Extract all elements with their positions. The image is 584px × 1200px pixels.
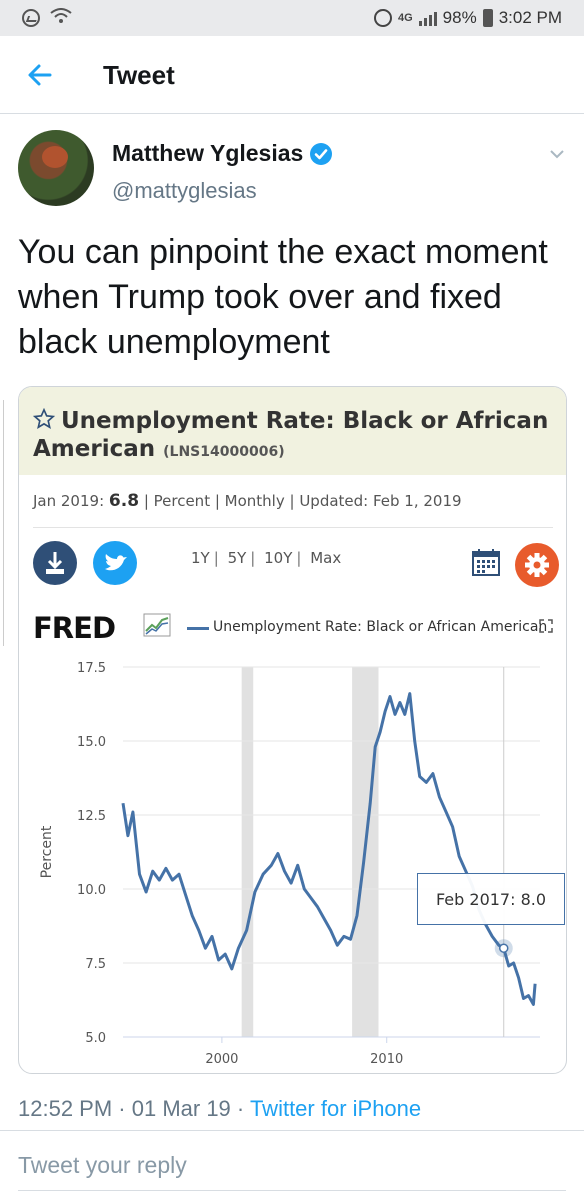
series-line (121, 692, 537, 1006)
meta-details: | Percent | Monthly | Updated: Feb 1, 20… (143, 492, 462, 510)
back-arrow-icon[interactable] (26, 61, 54, 89)
card-title-block: Unemployment Rate: Black or African Amer… (33, 407, 553, 466)
battery-icon (482, 9, 493, 27)
calendar-icon[interactable] (471, 547, 501, 577)
chart-tooltip: Feb 2017: 8.0 (417, 873, 565, 925)
tweet-source-link[interactable]: Twitter for iPhone (249, 1096, 422, 1121)
line-chart: 5.0 7.5 10.0 12.5 15.0 17.5 2000 2010 Percent (39, 661, 540, 1067)
series-meta: Jan 2019: 6.8 | Percent | Monthly | Upda… (33, 491, 462, 511)
latest-label: Jan 2019: (33, 492, 105, 510)
range-1y[interactable]: 1Y (191, 549, 210, 567)
download-button[interactable] (33, 541, 77, 585)
x-tick-label: 2000 (205, 1052, 238, 1067)
author-name: Matthew Yglesias (112, 140, 304, 166)
signal-icon (418, 10, 437, 26)
verified-badge-icon (310, 142, 333, 165)
card-header: Unemployment Rate: Black or African Amer… (19, 387, 566, 475)
date-range-selector: 1Y | 5Y | 10Y | Max (191, 549, 342, 567)
chevron-down-icon[interactable] (549, 146, 565, 162)
gear-icon (525, 553, 549, 577)
download-icon (46, 552, 64, 574)
x-tick-label: 2010 (370, 1052, 403, 1067)
tweet-timestamp: 12:52 PM · 01 Mar 19 · Twitter for iPhon… (18, 1096, 422, 1121)
author-handle[interactable]: @mattyglesias (112, 178, 257, 203)
avatar[interactable] (18, 130, 94, 206)
divider (33, 527, 553, 528)
legend-label: Unemployment Rate: Black or African Amer… (213, 619, 548, 635)
y-tick-label: 15.0 (77, 735, 106, 750)
clock: 3:02 PM (498, 8, 562, 27)
card-title: Unemployment Rate: Black or African Amer… (33, 408, 549, 462)
series-id: (LNS14000006) (163, 444, 285, 460)
y-axis-label: Percent (39, 825, 55, 878)
card-edge (0, 400, 4, 646)
twitter-share-button[interactable] (93, 541, 137, 585)
reply-input[interactable]: Tweet your reply (18, 1152, 187, 1178)
star-icon[interactable] (33, 408, 55, 430)
page-title: Tweet (103, 60, 175, 90)
twitter-bird-icon (105, 554, 127, 571)
wifi-icon (50, 7, 72, 29)
tweet-date: 01 Mar 19 (131, 1096, 231, 1121)
reply-underline (18, 1190, 566, 1191)
alarm-icon (373, 9, 392, 27)
y-tick-label: 5.0 (85, 1031, 106, 1046)
tweet-time: 12:52 PM (18, 1096, 113, 1121)
link-card[interactable]: Unemployment Rate: Black or African Amer… (18, 386, 567, 1074)
recession-band (241, 667, 254, 1037)
fred-logo: FRED (33, 611, 116, 645)
fred-chart-logo-icon (143, 613, 171, 637)
legend-swatch (187, 627, 209, 630)
settings-button[interactable] (515, 543, 559, 587)
author-name-row[interactable]: Matthew Yglesias (112, 140, 333, 167)
divider (0, 1130, 584, 1131)
highlight-point (498, 943, 509, 953)
y-tick-label: 7.5 (85, 957, 106, 972)
app-header: Tweet (0, 36, 584, 114)
status-bar: 4G 98% 3:02 PM (0, 0, 584, 36)
range-10y[interactable]: 10Y (264, 549, 293, 567)
range-5y[interactable]: 5Y (227, 549, 247, 567)
tweet-text: You can pinpoint the exact moment when T… (18, 233, 548, 361)
y-tick-label: 17.5 (77, 661, 106, 676)
latest-value: 6.8 (108, 491, 140, 511)
battery-percent: 98% (442, 8, 477, 27)
y-tick-label: 12.5 (77, 809, 106, 824)
range-max[interactable]: Max (310, 549, 342, 567)
y-tick-label: 10.0 (77, 883, 106, 898)
messenger-icon (22, 9, 40, 27)
fullscreen-icon[interactable] (539, 619, 553, 633)
network-type: 4G (397, 12, 413, 24)
